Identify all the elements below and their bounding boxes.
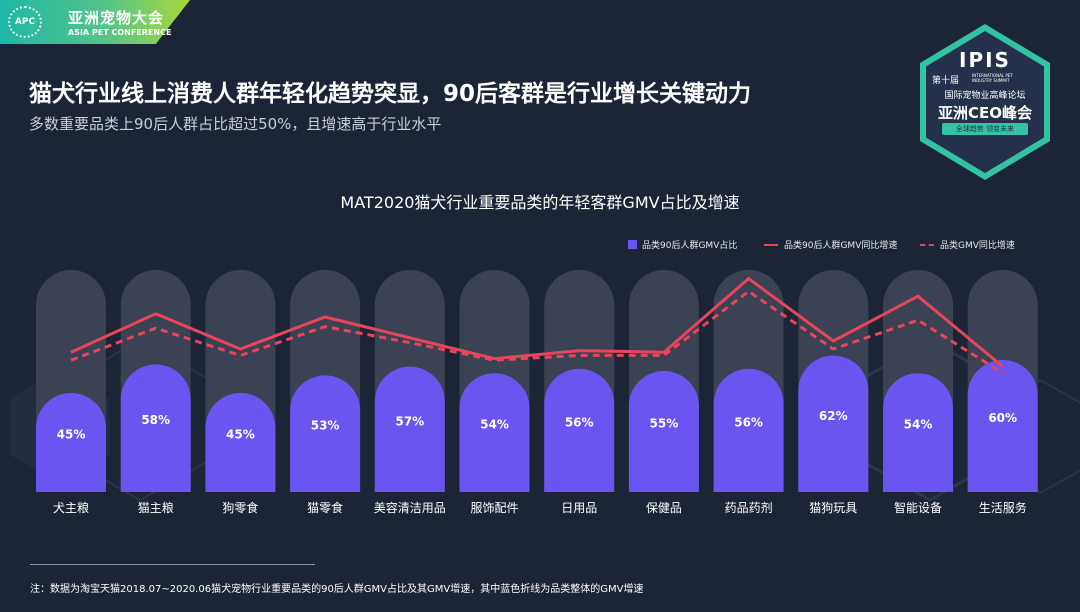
bar-value-label: 56%: [734, 415, 763, 429]
legend-item-solid-line: 品类90后人群GMV同比增速: [764, 238, 897, 251]
x-tick-label: 生活服务: [979, 500, 1027, 515]
bar-5: [374, 366, 445, 492]
ipis-summit: 亚洲CEO峰会: [937, 104, 1032, 122]
footnote-divider: [30, 564, 315, 565]
bar-value-label: 55%: [650, 417, 679, 431]
ipis-slogan: 全球趋势 领变未来: [942, 123, 1028, 135]
bar-value-label: 62%: [819, 409, 848, 423]
bar-value-label: 45%: [226, 428, 255, 442]
bar-value-label: 57%: [395, 414, 424, 428]
x-tick-label: 美容清洁用品: [374, 500, 446, 515]
ipis-forum: 国际宠物业高峰论坛: [944, 91, 1026, 101]
bar-12: [967, 360, 1038, 492]
bar-value-label: 58%: [141, 413, 170, 427]
ipis-edition: 第十届: [932, 76, 960, 86]
x-tick-label: 狗零食: [222, 500, 258, 515]
legend-label-dashed-line: 品类GMV同比增速: [940, 241, 1015, 251]
apc-logo-icon: APC: [8, 6, 42, 38]
bar-7: [544, 368, 615, 492]
x-tick-label: 智能设备: [894, 500, 942, 515]
bar-value-label: 54%: [480, 418, 509, 432]
bar-value-label: 45%: [57, 428, 86, 442]
page-headline: 猫犬行业线上消费人群年轻化趋势突显，90后客群是行业增长关键动力: [29, 81, 752, 107]
bar-3: [205, 393, 276, 492]
footnote: 注：数据为淘宝天猫2018.07~2020.06猫犬宠物行业重要品类的90后人群…: [30, 584, 644, 595]
bar-4: [290, 375, 361, 492]
x-tick-label: 猫主粮: [138, 500, 174, 515]
legend-item-dashed-line: 品类GMV同比增速: [920, 238, 1015, 251]
page-subheadline: 多数重要品类上90后人群占比超过50%，且增速高于行业水平: [29, 115, 442, 133]
bar-6: [459, 373, 530, 492]
legend-label-solid-line: 品类90后人群GMV同比增速: [784, 241, 898, 251]
legend-label-bar: 品类90后人群GMV占比: [642, 241, 738, 251]
bar-9: [713, 368, 784, 492]
line-90s-growth: [70, 276, 1004, 368]
bar-value-label: 60%: [988, 411, 1017, 425]
ipis-badge: IPIS 第十届 INTERNATIONAL PET INDUSTRY SUMM…: [920, 24, 1050, 180]
x-tick-label: 日用品: [561, 501, 597, 515]
ipis-title: IPIS: [959, 48, 1011, 72]
bar-value-label: 53%: [311, 419, 340, 433]
bar-value-label: 56%: [565, 415, 594, 429]
bar-value-label: 54%: [904, 418, 933, 432]
legend-dashed-line-icon: [920, 243, 934, 246]
legend-square-icon: [628, 240, 637, 249]
logo-mark: APC: [14, 17, 36, 27]
legend-line-icon: [764, 243, 778, 246]
chart-title: MAT2020猫犬行业重要品类的年轻客群GMV占比及增速: [340, 193, 740, 212]
bar-2: [120, 364, 191, 492]
line-category-growth: [70, 289, 1004, 375]
x-tick-label: 药品药剂: [725, 500, 773, 515]
logo-title: 亚洲宠物大会: [68, 9, 165, 27]
x-tick-label: 猫狗玩具: [809, 501, 857, 515]
x-tick-label: 犬主粮: [53, 500, 89, 515]
x-tick-label: 猫零食: [307, 500, 343, 515]
bar-10: [798, 355, 869, 492]
legend-item-bar: 品类90后人群GMV占比: [628, 238, 737, 251]
x-tick-label: 保健品: [646, 501, 682, 515]
bar-1: [36, 393, 106, 492]
logo-subtitle: ASIA PET CONFERENCE: [68, 28, 172, 37]
x-tick-label: 服饰配件: [470, 501, 518, 515]
ipis-english: INTERNATIONAL PET INDUSTRY SUMMIT: [972, 73, 1013, 83]
bar-8: [628, 371, 699, 492]
bar-11: [883, 373, 953, 492]
